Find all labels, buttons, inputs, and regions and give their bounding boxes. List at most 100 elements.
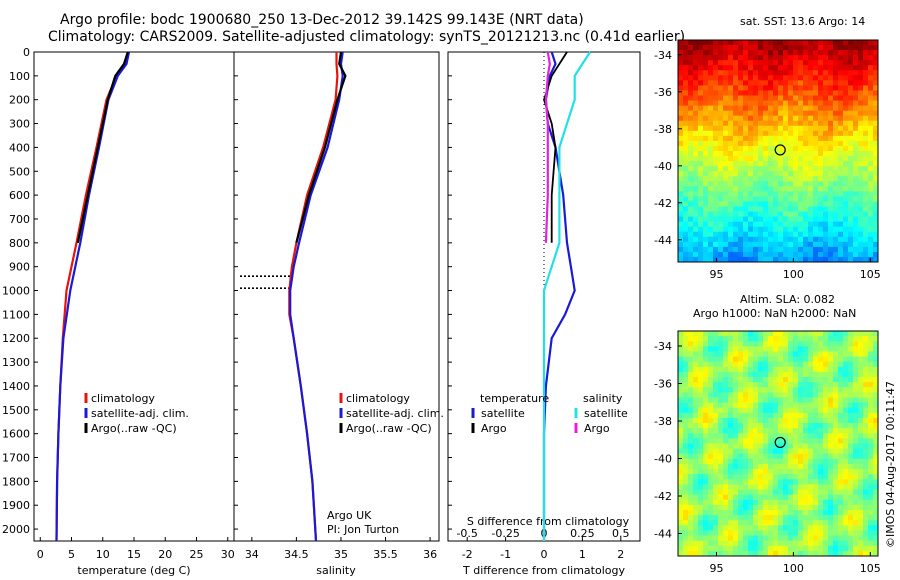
legend-label: climatology — [346, 392, 410, 405]
y-tick-label: 1200 — [2, 332, 30, 345]
lat-tick-label: -44 — [654, 234, 672, 247]
legend-label: satellite — [481, 407, 525, 420]
salinity-satellite-line — [542, 51, 592, 541]
float-position-marker — [774, 144, 786, 156]
lat-tick-label: -42 — [654, 490, 672, 503]
series-line-2 — [295, 51, 347, 244]
lon-tick-label: 100 — [783, 268, 804, 281]
lat-tick-label: -40 — [654, 160, 672, 173]
y-tick-label: 1700 — [2, 452, 30, 465]
x-tick-label: 35.5 — [373, 548, 398, 561]
y-tick-label: 1500 — [2, 404, 30, 417]
legend-header-temperature: temperature — [480, 392, 549, 405]
y-tick-label: 600 — [9, 189, 30, 202]
legend-label: Argo(..raw -QC) — [91, 422, 177, 435]
x-tick-label: 10 — [96, 548, 110, 561]
temperature-plot: 0100200300400500600700800900100011001200… — [2, 46, 235, 577]
plot-frame — [233, 51, 440, 542]
lat-tick-label: -40 — [654, 453, 672, 466]
legend-label: satellite — [584, 407, 628, 420]
lat-tick-label: -36 — [654, 86, 672, 99]
y-tick-label: 300 — [9, 118, 30, 131]
lat-tick-label: -44 — [654, 528, 672, 541]
lat-tick-label: -42 — [654, 197, 672, 210]
sst-map-title: sat. SST: 13.6 Argo: 14 — [740, 15, 866, 28]
imos-stamp: ©IMOS 04-Aug-2017 00:11:47 — [884, 381, 897, 548]
y-tick-label: 1100 — [2, 308, 30, 321]
x-tick-label: 35 — [334, 548, 348, 561]
y-tick-label: 0 — [23, 46, 30, 59]
y-tick-label: 1600 — [2, 428, 30, 441]
y-tick-label: 900 — [9, 261, 30, 274]
y-tick-label: 1300 — [2, 356, 30, 369]
x-axis-label: T difference from climatology — [462, 564, 625, 577]
map-frame — [677, 39, 879, 263]
y-tick-label: 1000 — [2, 285, 30, 298]
salinity-argo-line — [544, 51, 551, 243]
figure-title-line1: Argo profile: bodc 1900680_250 13-Dec-20… — [60, 12, 584, 28]
legend-label: satellite-adj. clim. — [91, 407, 189, 420]
lon-tick-label: 105 — [860, 268, 881, 281]
sst-map: -34 -36 -38 -40 -42 -44 95 100 105 — [654, 39, 881, 281]
sla-map-title-line2: Argo h1000: NaN h2000: NaN — [693, 307, 857, 320]
y-tick-label: 700 — [9, 213, 30, 226]
salinity-tick-label: 0.25 — [570, 527, 595, 540]
y-tick-label: 1800 — [2, 475, 30, 488]
y-tick-label: 100 — [9, 70, 30, 83]
x-tick-label: 20 — [158, 548, 172, 561]
lat-tick-label: -34 — [654, 49, 672, 62]
legend-label: Argo — [481, 422, 507, 435]
lon-tick-label: 95 — [709, 268, 723, 281]
x-tick-label: 0 — [541, 548, 548, 561]
y-tick-label: 800 — [9, 237, 30, 250]
y-tick-label: 400 — [9, 141, 30, 154]
annotation-pi: PI: Jon Turton — [327, 523, 399, 536]
y-tick-label: 2000 — [2, 523, 30, 536]
x-tick-label: 1 — [579, 548, 586, 561]
x-tick-label: 2 — [617, 548, 624, 561]
lon-tick-label: 105 — [860, 562, 881, 575]
y-tick-label: 1900 — [2, 499, 30, 512]
difference-plot: -2 -1 0 1 2 T difference from climatology -0.5… — [447, 51, 641, 577]
y-tick-label: 500 — [9, 165, 30, 178]
lat-tick-label: -38 — [654, 415, 672, 428]
sla-field — [678, 331, 879, 557]
x-tick-label: 5 — [68, 548, 75, 561]
x-tick-label: 0 — [37, 548, 44, 561]
x-tick-label: 34 — [245, 548, 259, 561]
salinity-tick-label: -0.5 — [456, 527, 477, 540]
map-frame — [677, 330, 879, 557]
lat-tick-label: -38 — [654, 123, 672, 136]
series-line-1 — [55, 51, 131, 542]
x-tick-label: 15 — [127, 548, 141, 561]
lon-tick-label: 95 — [709, 562, 723, 575]
lat-tick-label: -34 — [654, 340, 672, 353]
y-tick-label: 1400 — [2, 380, 30, 393]
legend-label: Argo — [584, 422, 610, 435]
salinity-plot: 34 34.5 35 35.5 36 salinity climatology satelli… — [233, 51, 444, 577]
salinity-axis-label: S difference from climatology — [467, 515, 630, 528]
x-tick-label: -2 — [462, 548, 473, 561]
sla-map-title-line1: Altim. SLA: 0.082 — [740, 293, 836, 306]
annotation-argo-uk: Argo UK — [327, 509, 372, 522]
x-tick-label: 30 — [221, 548, 235, 561]
series-line-1 — [289, 51, 344, 542]
salinity-tick-label: 0.5 — [612, 527, 630, 540]
legend-header-salinity: salinity — [583, 392, 623, 405]
x-tick-label: 25 — [190, 548, 204, 561]
sla-map: -34 -36 -38 -40 -42 -44 95 100 105 — [654, 330, 881, 575]
lat-tick-label: -36 — [654, 378, 672, 391]
x-axis-label: salinity — [316, 564, 356, 577]
figure-title-line2: Climatology: CARS2009. Satellite-adjuste… — [48, 29, 686, 45]
legend-label: satellite-adj. clim. — [346, 407, 444, 420]
x-tick-label: 34.5 — [284, 548, 309, 561]
x-axis-label: temperature (deg C) — [77, 564, 190, 577]
legend-label: climatology — [91, 392, 155, 405]
x-tick-label: -1 — [500, 548, 511, 561]
salinity-tick-label: -0.25 — [491, 527, 519, 540]
series-line-2 — [76, 51, 129, 244]
sst-field — [678, 40, 879, 263]
lon-tick-label: 100 — [783, 562, 804, 575]
legend-label: Argo(..raw -QC) — [346, 422, 432, 435]
y-tick-label: 200 — [9, 94, 30, 107]
